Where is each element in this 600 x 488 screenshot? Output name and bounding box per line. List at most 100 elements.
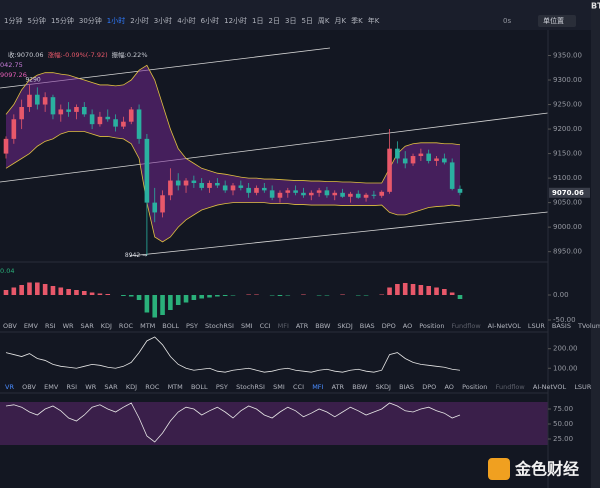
histogram-bar xyxy=(254,294,259,295)
price-tag-bg xyxy=(549,187,590,198)
indicator-tab[interactable]: RSI xyxy=(45,322,56,330)
interval[interactable]: 周K xyxy=(318,17,330,25)
interval[interactable]: 12小时 xyxy=(224,16,247,25)
histogram-bar xyxy=(457,295,463,299)
interval[interactable]: 5日 xyxy=(301,17,312,25)
indicator-tab[interactable]: StochRSI xyxy=(236,383,265,391)
interval[interactable]: 3日 xyxy=(285,17,296,25)
indicator-tab[interactable]: WR xyxy=(62,322,74,330)
histogram-bar xyxy=(379,294,385,295)
interval[interactable]: 年K xyxy=(368,16,380,25)
indicator-tab[interactable]: MTM xyxy=(167,383,183,391)
indicator-tab[interactable]: LSUR xyxy=(527,322,545,330)
interval[interactable]: 2日 xyxy=(269,17,280,25)
candle-body xyxy=(262,187,267,191)
interval[interactable]: 4小时 xyxy=(177,16,195,25)
indicator-tab[interactable]: AO xyxy=(402,322,413,330)
interval[interactable]: 3小时 xyxy=(154,16,172,25)
indicator-tab[interactable]: KDJ xyxy=(125,383,138,391)
indicator-tab[interactable]: AO xyxy=(444,383,454,391)
y-tick-label: 9350.00 xyxy=(553,52,582,60)
indicator-tab[interactable]: ATR xyxy=(295,322,309,330)
indicator-tab[interactable]: VR xyxy=(5,383,14,391)
indicator-tab[interactable]: SKDJ xyxy=(337,322,353,330)
candle-body xyxy=(379,191,385,196)
indicator-tab[interactable]: BASIS xyxy=(551,322,571,330)
indicator-tab[interactable]: MTM xyxy=(140,322,156,330)
indicator-tab[interactable]: Fundflow xyxy=(495,383,525,391)
candle-body xyxy=(348,193,353,197)
indicator-tab[interactable]: KDJ xyxy=(100,322,112,330)
button-label[interactable]: 单位置 xyxy=(543,16,564,25)
indicator-tab[interactable]: BBW xyxy=(315,322,331,330)
interval[interactable]: 季K xyxy=(351,16,363,25)
interval[interactable]: 5分钟 xyxy=(27,16,45,25)
indicator-tab[interactable]: SKDJ xyxy=(375,383,391,391)
indicator-tab[interactable]: MFI xyxy=(312,383,324,391)
indicator-tab[interactable]: BOLL xyxy=(190,383,208,391)
price-tag: 9070.06 xyxy=(552,189,584,197)
indicator-tab[interactable]: AI-NetVOL xyxy=(532,383,567,391)
histogram-bar xyxy=(230,295,236,296)
indicator-line xyxy=(5,402,461,443)
indicator-tab[interactable]: BOLL xyxy=(162,322,179,330)
interval[interactable]: 1小时 xyxy=(107,16,125,25)
indicator-tab[interactable]: ROC xyxy=(145,383,160,391)
indicator-tab[interactable]: CCI xyxy=(293,383,304,391)
indicator-tab[interactable]: RSI xyxy=(66,383,78,391)
indicator-tab[interactable]: PSY xyxy=(215,383,228,391)
histogram-bar xyxy=(426,286,431,295)
interval[interactable]: 1分钟 xyxy=(4,16,22,25)
histogram-bar xyxy=(66,289,71,295)
indicator-tab[interactable]: SAR xyxy=(104,383,118,391)
indicator-tab[interactable]: Position xyxy=(462,383,488,391)
indicator-tab[interactable]: DPO xyxy=(422,383,437,391)
candle-body xyxy=(136,109,142,139)
indicator-tab[interactable]: SMI xyxy=(240,322,253,330)
interval[interactable]: 1日 xyxy=(252,17,263,25)
band xyxy=(0,402,548,445)
indicator-tab[interactable]: SAR xyxy=(80,322,94,330)
indicator-tab[interactable]: EMV xyxy=(44,383,59,391)
indicator-tab[interactable]: LSUR xyxy=(574,383,592,391)
indicator-tab[interactable]: WR xyxy=(85,383,97,391)
candle-body xyxy=(81,106,87,115)
indicator-tab[interactable]: ATR xyxy=(331,383,345,391)
histogram-bar xyxy=(277,295,283,296)
indicator-tab[interactable]: OBV xyxy=(3,322,17,330)
refresh[interactable]: 0s xyxy=(503,17,511,25)
indicator-tab[interactable]: BIAS xyxy=(399,383,415,391)
button[interactable] xyxy=(538,15,576,27)
candle-body xyxy=(89,114,95,125)
indicator-tab[interactable]: OBV xyxy=(22,383,36,391)
indicator-tab[interactable]: SMI xyxy=(273,383,285,391)
y-tick-label: 9250.00 xyxy=(553,101,582,109)
indicator-tab[interactable]: BIAS xyxy=(359,322,375,330)
histogram-bar xyxy=(11,287,17,295)
interval[interactable]: 月K xyxy=(335,17,347,25)
indicator-tab[interactable]: AI-NetVOL xyxy=(487,322,521,330)
candle-body xyxy=(105,116,111,120)
candle-body xyxy=(144,138,150,203)
indicator-tab[interactable]: EMV xyxy=(23,322,38,330)
candle-body xyxy=(207,183,212,188)
indicator-tab[interactable]: TVolume xyxy=(577,322,600,330)
indicator-tab[interactable]: Fundflow xyxy=(451,322,481,330)
indicator-tab[interactable]: BBW xyxy=(352,383,368,391)
interval[interactable]: 15分钟 xyxy=(51,16,74,25)
y-tick-label: 9150.00 xyxy=(553,150,582,158)
interval[interactable]: 6小时 xyxy=(201,16,219,25)
indicator-tab[interactable]: StochRSI xyxy=(205,322,234,330)
histogram-bar xyxy=(121,295,126,296)
indicator-tab[interactable]: MFI xyxy=(277,322,289,330)
interval[interactable]: 2小时 xyxy=(130,16,148,25)
y-tick-label: 9200.00 xyxy=(553,125,582,133)
indicator-tab[interactable]: PSY xyxy=(186,322,199,330)
indicator-tab[interactable]: CCI xyxy=(259,322,271,330)
histogram-bar xyxy=(144,295,150,313)
indicator-tab[interactable]: Position xyxy=(419,322,445,330)
interval[interactable]: 30分钟 xyxy=(79,16,102,25)
candle-body xyxy=(97,116,103,125)
indicator-tab[interactable]: DPO xyxy=(381,322,396,330)
indicator-tab[interactable]: ROC xyxy=(118,322,134,330)
